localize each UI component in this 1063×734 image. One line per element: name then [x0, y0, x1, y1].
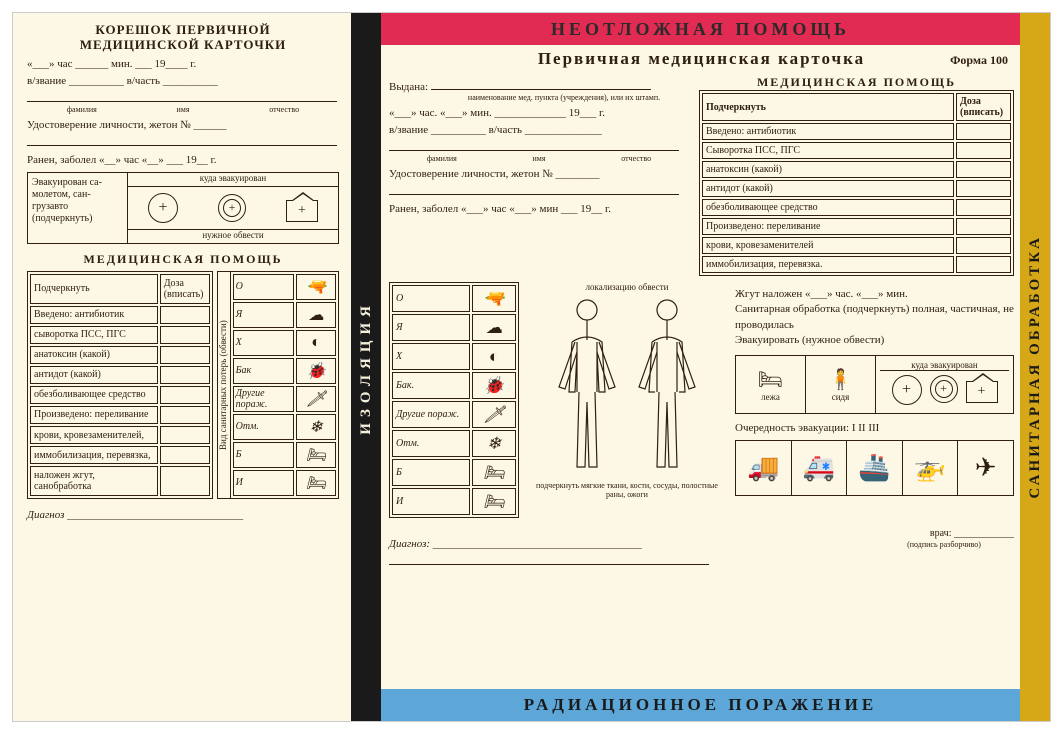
- main-diagnosis: Диагноз: _______________________________…: [389, 538, 874, 550]
- evac-sequence: Очередность эвакуации: I II III: [735, 422, 1014, 434]
- stub-title: КОРЕШОК ПЕРВИЧНОЙМЕДИЦИНСКОЙ КАРТОЧКИ: [27, 23, 339, 53]
- plane-icon: ✈: [958, 441, 1013, 495]
- main-time: «___» час. «___» мин. _____________ 19__…: [389, 107, 689, 119]
- evac-box: Эвакуирован са- молетом, сан- грузавто (…: [27, 172, 339, 244]
- f-name: имя: [177, 105, 190, 114]
- main-left-fields: Выдана: наименование мед. пункта (учрежд…: [389, 75, 689, 276]
- evac-position-box: 🛏лежа 🧍сидя куда эвакуирован + + +: [735, 355, 1014, 414]
- isolation-band: ИЗОЛЯЦИЯ: [351, 13, 381, 721]
- evac-dest-icon: +: [148, 193, 178, 223]
- sanitary-band: САНИТАРНАЯ ОБРАБОТКА: [1020, 13, 1050, 721]
- evac-dest-icon: +: [286, 200, 318, 222]
- medical-card: НЕОТЛОЖНАЯ ПОМОЩЬ РАДИАЦИОННОЕ ПОРАЖЕНИЕ…: [12, 12, 1051, 722]
- main-med-table: ПодчеркнутьДоза (вписать) Введено: антиб…: [699, 90, 1014, 276]
- evac-header: куда эвакуирован: [128, 173, 338, 187]
- main-panel: Первичная медицинская карточка Форма 100…: [389, 49, 1014, 685]
- doctor-signature: врач: ____________ (подпись разборчиво): [874, 528, 1014, 550]
- injury-vlabel: Вид санитарных потерь (обвести): [217, 271, 231, 499]
- f-patronymic: отчество: [269, 105, 299, 114]
- radiation-band: РАДИАЦИОННОЕ ПОРАЖЕНИЕ: [381, 689, 1020, 721]
- main-id: Удостоверение личности, жетон № ________: [389, 168, 689, 180]
- injury-type-col: Вид санитарных потерь (обвести) О🔫 Я☁ Х◐…: [217, 271, 339, 499]
- helicopter-icon: 🚁: [903, 441, 959, 495]
- form-number: Форма 100: [950, 53, 1008, 68]
- stub-diagnosis: Диагноз ________________________________: [27, 509, 339, 521]
- stub-time: «___» час ______ мин. ___ 19____ г.: [27, 58, 339, 70]
- main-injury-table: О🔫 Я☁ Х◐ Бак.🐞 Другие пораж.🗡 Отм.❄ Б🛏 И…: [389, 282, 519, 518]
- evac-instructions: Жгут наложен «___» час. «___» мин. Санит…: [735, 282, 1014, 518]
- stub-panel: КОРЕШОК ПЕРВИЧНОЙМЕДИЦИНСКОЙ КАРТОЧКИ «_…: [21, 19, 345, 715]
- ambulance-icon: 🚑: [792, 441, 848, 495]
- main-rank: в/звание __________ в/часть ____________…: [389, 124, 689, 136]
- stub-fio-line: [27, 92, 339, 105]
- main-title: Первичная медицинская карточка: [389, 49, 1014, 69]
- truck-icon: 🚚: [736, 441, 792, 495]
- main-med-title: МЕДИЦИНСКАЯ ПОМОЩЬ: [699, 75, 1014, 90]
- f-surname: фамилия: [67, 105, 97, 114]
- med-aid-title: МЕДИЦИНСКАЯ ПОМОЩЬ: [27, 252, 339, 267]
- stub-wounded: Ранен, заболел «__» час «__» ___ 19__ г.: [27, 154, 339, 166]
- stub-rank: в/звание __________ в/часть __________: [27, 75, 339, 87]
- med-aid-table: ПодчеркнутьДоза (вписать) Введено: антиб…: [27, 271, 213, 499]
- stub-id: Удостоверение личности, жетон № ______: [27, 119, 339, 131]
- emergency-band: НЕОТЛОЖНАЯ ПОМОЩЬ: [381, 13, 1020, 45]
- evac-dest-icon: +: [218, 194, 246, 222]
- body-diagram: локализацию обвести подчеркнуть мягкие т…: [527, 282, 727, 518]
- evac-footer: нужное обвести: [128, 229, 338, 243]
- transport-icons: 🚚 🚑 🚢 🚁 ✈: [735, 440, 1014, 496]
- evac-label: Эвакуирован са- молетом, сан- грузавто (…: [28, 173, 128, 243]
- ship-icon: 🚢: [847, 441, 903, 495]
- main-wounded: Ранен, заболел «___» час «___» мин ___ 1…: [389, 203, 689, 215]
